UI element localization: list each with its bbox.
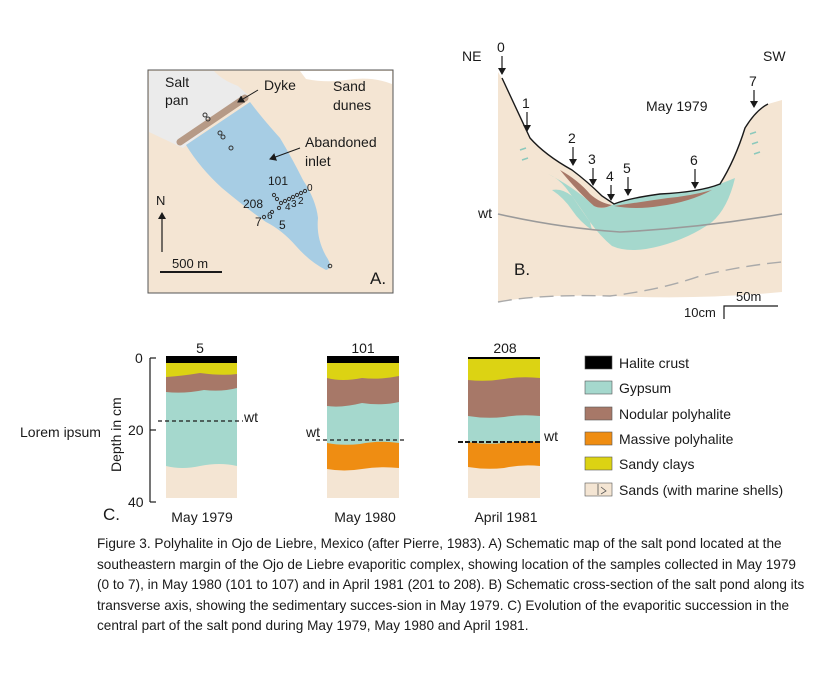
legend-swatch-nodular bbox=[584, 406, 613, 421]
salt-pan-area bbox=[149, 71, 248, 148]
shell-icon bbox=[597, 484, 607, 495]
pond-air bbox=[498, 72, 782, 204]
panel-b-letter: B. bbox=[514, 260, 530, 279]
column-5-date: May 1979 bbox=[171, 509, 233, 525]
sample-0-label: 0 bbox=[307, 183, 313, 194]
legend-swatch-halite bbox=[584, 355, 613, 370]
sample-6-label: 6 bbox=[267, 211, 273, 222]
figure-3: Salt pan Dyke Sand dunes Abandoned inlet… bbox=[20, 39, 786, 525]
column-101-halite bbox=[327, 356, 399, 363]
sample-208-label: 208 bbox=[243, 197, 263, 211]
depth-axis-label: Depth in cm bbox=[108, 397, 124, 472]
scale-h-label: 50m bbox=[736, 289, 761, 304]
log-column-5: 5 wt May 1979 bbox=[158, 340, 258, 525]
column-208-sandy-clay bbox=[468, 358, 540, 381]
column-101-sandy-clay bbox=[327, 358, 399, 380]
panel-a-map: Salt pan Dyke Sand dunes Abandoned inlet… bbox=[147, 69, 394, 294]
column-5-halite bbox=[166, 356, 237, 363]
figure-caption: Figure 3. Polyhalite in Ojo de Liebre, M… bbox=[97, 536, 805, 633]
dyke-label: Dyke bbox=[264, 77, 296, 93]
log-column-208: 208 wt April 1981 bbox=[458, 340, 558, 525]
point-1-label: 1 bbox=[522, 95, 530, 111]
sample-2-label: 2 bbox=[298, 196, 304, 207]
log-column-101: 101 wt May 1980 bbox=[305, 340, 405, 525]
sample-101-label: 101 bbox=[268, 174, 288, 188]
sample-7-label: 7 bbox=[255, 215, 262, 229]
point-2-label: 2 bbox=[568, 130, 576, 146]
point-6-label: 6 bbox=[690, 152, 698, 168]
legend-label-halite: Halite crust bbox=[619, 355, 689, 371]
column-5-wt-label: wt bbox=[243, 409, 258, 425]
ne-label: NE bbox=[462, 48, 481, 64]
point-4-label: 4 bbox=[606, 168, 614, 184]
cross-section-date: May 1979 bbox=[646, 98, 708, 114]
north-label: N bbox=[156, 193, 165, 208]
point-5-label: 5 bbox=[623, 160, 631, 176]
sample-4-label: 4 bbox=[285, 202, 291, 213]
water-table-line bbox=[497, 213, 783, 233]
inlet-arrow bbox=[269, 147, 301, 161]
tick-label-40: 40 bbox=[128, 494, 144, 510]
point-0-label: 0 bbox=[497, 39, 505, 55]
column-101-date: May 1980 bbox=[334, 509, 396, 525]
pond-surface-line bbox=[501, 77, 769, 205]
sw-label: SW bbox=[763, 48, 786, 64]
panel-c-logs: Depth in cm 0 20 40 Lorem ipsum C. 5 wt … bbox=[20, 340, 558, 525]
sand-dunes-label-2: dunes bbox=[333, 97, 371, 113]
legend-swatch-gypsum bbox=[584, 380, 613, 395]
legend-label-nodular: Nodular polyhalite bbox=[619, 406, 731, 422]
tick-label-20: 20 bbox=[128, 422, 144, 438]
legend-label-sandy-clay: Sandy clays bbox=[619, 456, 694, 472]
base-line bbox=[497, 261, 783, 303]
map-scale-label: 500 m bbox=[172, 256, 208, 271]
legend-swatch-massive bbox=[584, 431, 613, 446]
legend-swatch-sands bbox=[584, 482, 613, 497]
legend: Halite crust Gypsum Nodular polyhalite M… bbox=[584, 355, 783, 498]
salt-pan-label: Salt bbox=[165, 74, 189, 90]
gypsum-lens bbox=[552, 189, 592, 230]
sample-dots bbox=[202, 112, 333, 269]
legend-label-massive: Massive polyhalite bbox=[619, 431, 734, 447]
legend-label-gypsum: Gypsum bbox=[619, 380, 671, 396]
panel-a-letter: A. bbox=[370, 269, 386, 288]
column-101-id: 101 bbox=[351, 340, 375, 356]
nodular-polyhalite-b bbox=[560, 170, 612, 208]
tick-label-0: 0 bbox=[135, 350, 143, 366]
point-3-label: 3 bbox=[588, 151, 596, 167]
gypsum-layer bbox=[548, 174, 735, 250]
gypsum-ticks bbox=[519, 131, 761, 161]
section-scale-bar bbox=[723, 305, 778, 319]
column-208-id: 208 bbox=[493, 340, 517, 356]
point-7-label: 7 bbox=[749, 73, 757, 89]
column-208-date: April 1981 bbox=[474, 509, 537, 525]
abandoned-inlet bbox=[186, 102, 330, 270]
nodular-polyhalite-b-2 bbox=[614, 190, 712, 208]
column-208-wt-label: wt bbox=[543, 428, 558, 444]
sample-5-label: 5 bbox=[279, 218, 286, 232]
column-101-wt-label: wt bbox=[305, 424, 320, 440]
legend-swatch-sandy-clay bbox=[584, 456, 613, 471]
inlet-label-2: inlet bbox=[305, 153, 331, 169]
salt-pan-label-2: pan bbox=[165, 92, 188, 108]
wt-label-b: wt bbox=[477, 205, 492, 221]
dyke-arrow bbox=[237, 89, 259, 103]
legend-label-sands: Sands (with marine shells) bbox=[619, 482, 783, 498]
inlet-label: Abandoned bbox=[305, 134, 377, 150]
scale-v-label: 10cm bbox=[684, 305, 716, 320]
panel-c-letter: C. bbox=[103, 505, 120, 524]
panel-b-cross-section: NE SW May 1979 0 1 2 3 4 5 6 7 wt B. 50m… bbox=[462, 39, 786, 320]
sample-3-label: 3 bbox=[291, 199, 297, 210]
annotation-label: Lorem ipsum bbox=[20, 424, 101, 440]
sand-dunes-notch bbox=[300, 71, 392, 84]
column-5-id: 5 bbox=[196, 340, 204, 356]
sand-dunes-label: Sand bbox=[333, 78, 366, 94]
